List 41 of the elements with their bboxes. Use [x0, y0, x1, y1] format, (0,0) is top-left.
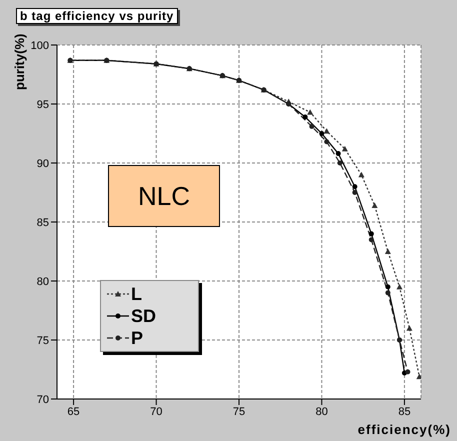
x-tick-label: 70 [150, 406, 162, 418]
point [405, 369, 410, 374]
y-tick-label: 95 [36, 98, 49, 111]
annotation: NLC [108, 165, 220, 227]
point [385, 290, 390, 296]
x-tick-label: 80 [316, 406, 328, 418]
point [336, 151, 341, 156]
legend-label: SD [131, 306, 156, 326]
point [309, 124, 314, 129]
chart-title: b tag efficiency vs purity [16, 8, 178, 24]
x-axis-title: efficiency(%) [358, 422, 451, 437]
point [368, 231, 374, 236]
y-tick-label: 75 [36, 334, 49, 347]
point [396, 284, 402, 290]
x-tick-label: 65 [67, 406, 80, 418]
point [372, 202, 378, 208]
point [324, 139, 330, 144]
x-tick-label: 75 [232, 406, 246, 418]
y-tick-label: 70 [36, 394, 49, 406]
y-axis-title: purity(%) [12, 34, 27, 90]
point [416, 374, 421, 380]
y-tick-label: 90 [36, 158, 49, 170]
point [342, 146, 348, 152]
legend-label: L [131, 284, 142, 304]
point [352, 184, 358, 190]
point [324, 128, 330, 134]
point [337, 160, 342, 166]
point [307, 109, 314, 115]
point [302, 114, 308, 120]
point [385, 284, 390, 290]
x-tick-label: 85 [398, 406, 411, 418]
y-tick-label: 85 [36, 216, 49, 229]
point [368, 237, 374, 242]
y-tick-label: 100 [30, 40, 49, 52]
point [406, 325, 412, 331]
point [384, 248, 391, 254]
y-tick-label: 80 [36, 276, 49, 288]
point [352, 190, 358, 195]
point [319, 131, 324, 136]
point [358, 172, 364, 178]
legend-label: P [131, 328, 144, 348]
